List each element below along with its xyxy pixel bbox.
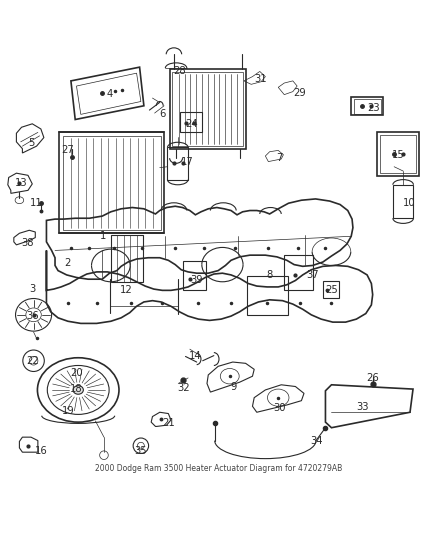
Text: 6: 6 [159,109,166,119]
Text: 11: 11 [30,198,43,208]
Bar [323,281,339,297]
Text: 32: 32 [177,383,190,393]
Bar [170,69,246,149]
Text: 39: 39 [191,276,203,286]
Text: 5: 5 [28,138,34,148]
Bar [111,235,143,282]
Text: 37: 37 [306,270,319,280]
Text: 1: 1 [100,231,106,241]
Text: 21: 21 [162,418,175,429]
Text: 16: 16 [35,446,47,456]
Text: 8: 8 [267,270,273,280]
Bar [63,136,161,230]
Text: 19: 19 [61,406,74,416]
Text: 22: 22 [26,356,39,366]
Text: 35: 35 [134,446,147,456]
Bar [183,261,206,290]
Text: 13: 13 [14,178,27,188]
Text: 27: 27 [61,146,74,156]
Bar [247,276,288,315]
Text: 38: 38 [22,238,34,248]
Text: 14: 14 [189,351,202,361]
Bar [172,72,244,146]
Bar [351,97,383,115]
Bar [284,255,314,290]
Text: 36: 36 [26,311,39,321]
Text: 12: 12 [120,285,133,295]
Text: 3: 3 [29,284,35,294]
Text: 10: 10 [403,198,415,208]
Text: 18: 18 [70,384,83,394]
Text: 7: 7 [276,153,282,163]
Text: 23: 23 [367,102,380,112]
Text: 2: 2 [65,259,71,268]
Text: 29: 29 [293,88,306,98]
Bar [59,132,165,233]
Bar [393,185,413,218]
Ellipse shape [73,386,83,394]
Text: 9: 9 [231,382,237,392]
Text: 33: 33 [357,402,369,412]
Text: 26: 26 [366,373,379,383]
Text: 28: 28 [173,67,186,76]
Text: 31: 31 [255,74,267,84]
Text: 34: 34 [311,435,323,446]
Text: 17: 17 [180,157,193,167]
Text: 2000 Dodge Ram 3500 Heater Actuator Diagram for 4720279AB: 2000 Dodge Ram 3500 Heater Actuator Diag… [95,464,343,473]
Text: 25: 25 [325,285,338,295]
Bar [354,99,381,114]
Text: 30: 30 [274,403,286,413]
Bar [167,148,188,180]
Text: 20: 20 [70,368,83,378]
Text: 15: 15 [392,150,405,160]
Text: 4: 4 [106,89,113,99]
Text: 24: 24 [185,119,198,129]
Bar [180,112,202,132]
